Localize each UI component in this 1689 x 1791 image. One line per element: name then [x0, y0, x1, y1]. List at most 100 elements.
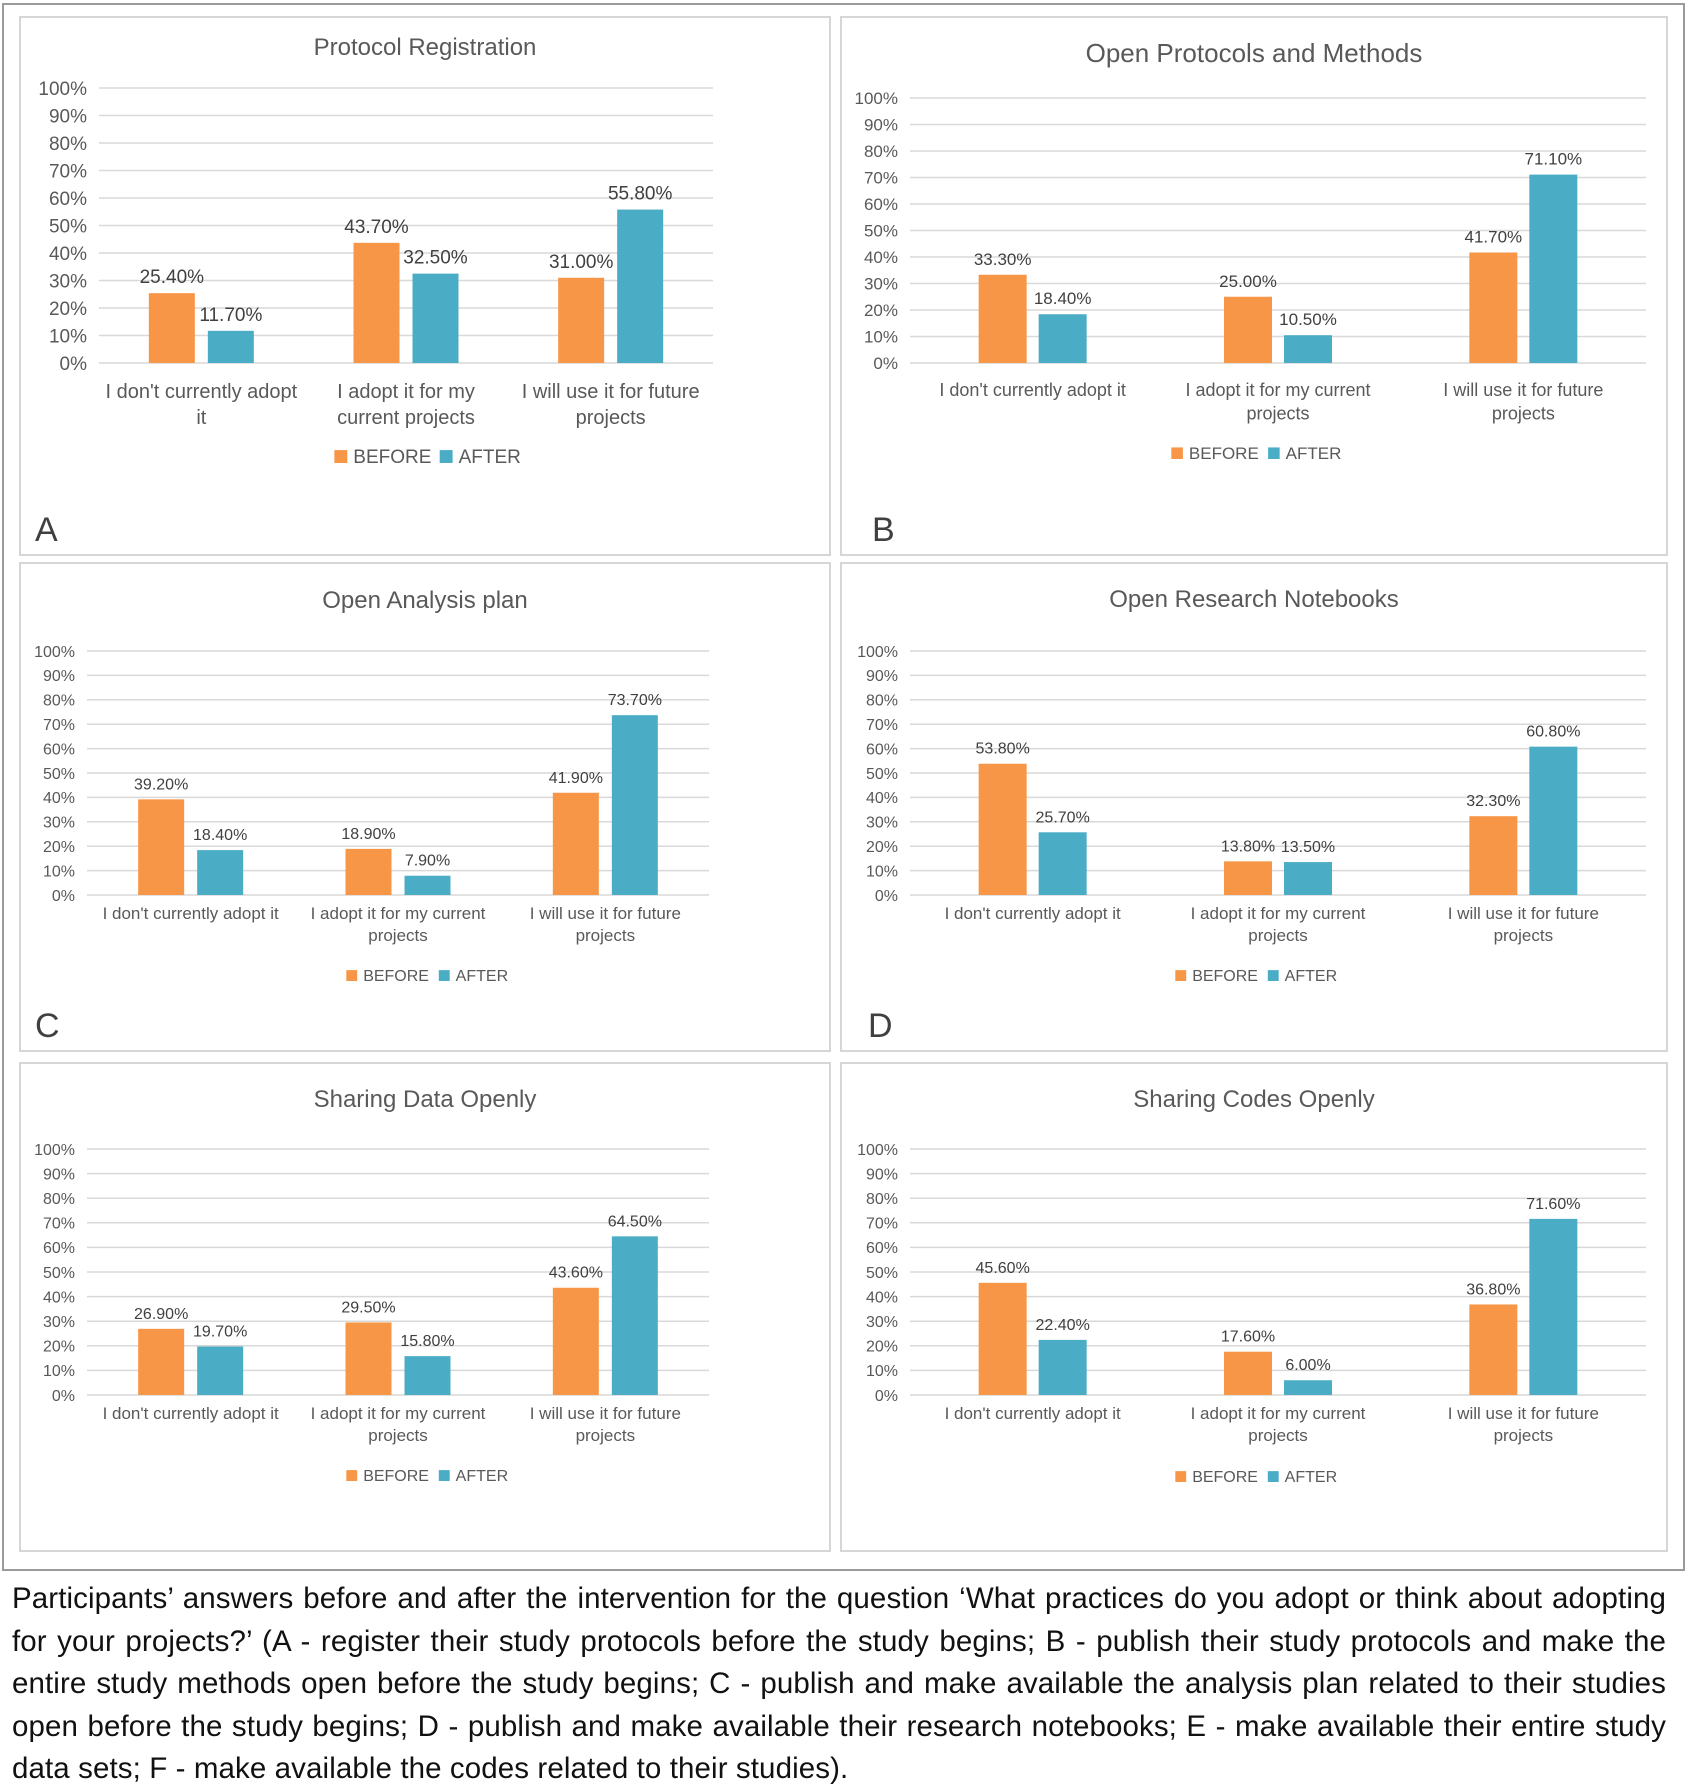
bar-before — [1224, 1351, 1272, 1395]
legend-label-before: BEFORE — [1189, 444, 1259, 463]
category-label: projects — [1492, 403, 1555, 423]
y-tick-label: 70% — [866, 717, 898, 734]
y-tick-label: 80% — [866, 1191, 898, 1208]
y-tick-label: 0% — [873, 354, 898, 373]
category-label: it — [196, 407, 206, 429]
data-label: 10.50% — [1279, 310, 1337, 329]
bar-before — [978, 274, 1027, 363]
bar-after — [1038, 314, 1087, 363]
y-tick-label: 20% — [864, 301, 898, 320]
panel-letter: C — [35, 1007, 60, 1045]
y-tick-label: 10% — [866, 1363, 898, 1380]
data-label: 17.60% — [1221, 1329, 1275, 1346]
bar-after — [1038, 832, 1087, 895]
y-tick-label: 50% — [49, 216, 87, 237]
category-label: I will use it for future — [530, 904, 681, 923]
data-label: 13.50% — [1281, 839, 1335, 856]
panel-letter: A — [35, 511, 58, 549]
category-label: projects — [576, 926, 636, 945]
legend-label-after: AFTER — [1285, 1469, 1337, 1486]
legend-swatch-after — [1268, 447, 1280, 459]
y-tick-label: 100% — [855, 89, 898, 108]
bar-before — [138, 799, 185, 895]
y-tick-label: 70% — [866, 1216, 898, 1233]
data-label: 32.50% — [403, 248, 468, 269]
bar-before — [558, 277, 605, 363]
data-label: 71.10% — [1524, 150, 1582, 169]
bar-after — [1529, 746, 1578, 895]
y-tick-label: 10% — [864, 328, 898, 347]
data-label: 43.70% — [344, 217, 409, 238]
y-tick-label: 90% — [866, 1166, 898, 1183]
category-label: projects — [1494, 1426, 1554, 1445]
bar-after — [1038, 1339, 1087, 1395]
category-label: I will use it for future — [522, 381, 700, 403]
category-label: I adopt it for my current — [1191, 904, 1366, 923]
bar-after — [207, 330, 254, 363]
data-label: 71.60% — [1526, 1196, 1580, 1213]
chart-title: Protocol Registration — [314, 34, 537, 61]
category-label: projects — [576, 407, 646, 429]
bar-before — [978, 763, 1027, 895]
y-tick-label: 30% — [866, 815, 898, 832]
y-tick-label: 10% — [43, 863, 75, 880]
chart-title: Sharing Data Openly — [314, 1086, 537, 1113]
y-tick-label: 40% — [49, 244, 87, 265]
bar-after — [197, 850, 244, 895]
y-tick-label: 50% — [43, 766, 75, 783]
chart-title: Open Analysis plan — [322, 587, 527, 614]
legend-label-before: BEFORE — [363, 1468, 429, 1485]
y-tick-label: 60% — [43, 1240, 75, 1257]
data-label: 60.80% — [1526, 724, 1580, 741]
bar-after — [404, 875, 451, 895]
legend-label-before: BEFORE — [353, 447, 431, 468]
bar-after — [611, 715, 658, 895]
y-tick-label: 0% — [52, 1388, 75, 1405]
chart-panel-a: Protocol Registration 0% 10% 20% 30% 40% 50% 60… — [19, 16, 831, 556]
bar-after — [1284, 1380, 1332, 1395]
data-label: 25.70% — [1036, 809, 1090, 826]
y-tick-label: 30% — [43, 1314, 75, 1331]
chart-svg: Open Analysis plan 0% 10% 20% 30% 40% 50% 60% 70… — [34, 587, 709, 985]
y-tick-label: 100% — [857, 1142, 898, 1159]
y-tick-label: 30% — [49, 271, 87, 292]
y-tick-label: 50% — [43, 1265, 75, 1282]
category-label: I will use it for future — [530, 1404, 681, 1423]
y-tick-label: 40% — [866, 790, 898, 807]
legend-label-before: BEFORE — [363, 968, 429, 985]
bar-before — [345, 848, 392, 895]
y-tick-label: 20% — [866, 1339, 898, 1356]
category-label: I adopt it for my current — [1191, 1404, 1366, 1423]
legend-label-after: AFTER — [1286, 444, 1342, 463]
data-label: 18.40% — [1034, 289, 1092, 308]
y-tick-label: 100% — [34, 644, 75, 661]
y-tick-label: 90% — [49, 106, 87, 127]
bar-after — [1284, 862, 1332, 895]
category-label: I adopt it for my current — [311, 904, 486, 923]
legend-swatch-before — [1171, 447, 1183, 459]
legend-swatch-after — [438, 970, 450, 981]
data-label: 22.40% — [1036, 1317, 1090, 1334]
y-tick-label: 10% — [43, 1363, 75, 1380]
category-label: I adopt it for my current — [311, 1404, 486, 1423]
y-tick-label: 30% — [864, 275, 898, 294]
legend-swatch-after — [438, 1470, 450, 1481]
legend-swatch-before — [1175, 970, 1187, 981]
bar-after — [617, 209, 664, 363]
y-tick-label: 60% — [866, 1240, 898, 1257]
y-tick-label: 0% — [52, 888, 75, 905]
bar-before — [138, 1328, 185, 1395]
legend-swatch-before — [1175, 1471, 1187, 1482]
y-tick-label: 60% — [864, 195, 898, 214]
chart-title: Open Research Notebooks — [1109, 586, 1399, 613]
y-tick-label: 80% — [864, 142, 898, 161]
y-tick-label: 50% — [866, 1265, 898, 1282]
data-label: 32.30% — [1466, 793, 1520, 810]
y-tick-label: 50% — [866, 766, 898, 783]
data-label: 15.80% — [400, 1333, 454, 1350]
y-tick-label: 80% — [866, 693, 898, 710]
y-tick-label: 80% — [49, 134, 87, 155]
y-tick-label: 90% — [43, 668, 75, 685]
category-label: projects — [1246, 403, 1309, 423]
data-label: 11.70% — [199, 305, 262, 326]
